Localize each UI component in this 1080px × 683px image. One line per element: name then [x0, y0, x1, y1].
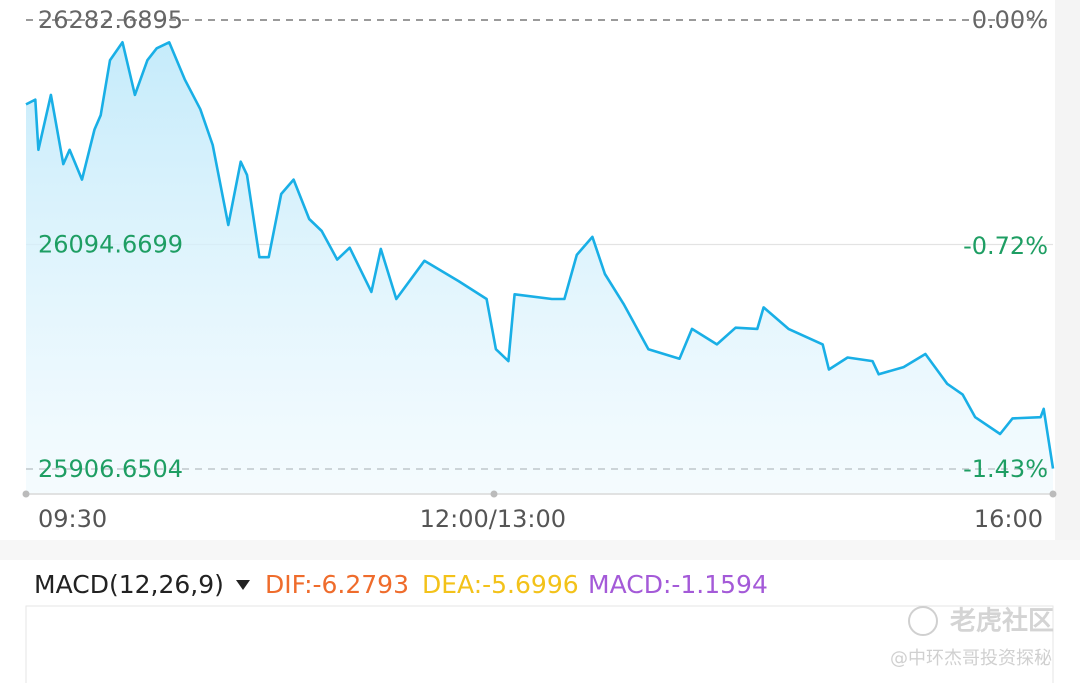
y-tick-label: 25906.6504 [38, 455, 183, 483]
watermark-brand: 老虎社区 [950, 606, 1054, 637]
x-tick-label: 09:30 [38, 505, 107, 533]
x-tick-label: 16:00 [974, 505, 1043, 533]
y2-tick-label: -0.72% [963, 232, 1048, 260]
x-tick-label: 12:00/13:00 [420, 505, 566, 533]
macd-title: MACD(12,26,9) [34, 570, 224, 599]
dif-label: DIF:-6.2793 [265, 570, 409, 599]
watermark-icon [908, 606, 938, 636]
panel-gap [0, 540, 1080, 560]
right-margin [1055, 0, 1080, 540]
y-tick-label: 26094.6699 [38, 231, 183, 259]
price-line [25, 41, 1055, 469]
dea-label: DEA:-5.6996 [422, 570, 579, 599]
price-plot [25, 19, 1055, 495]
watermark-author: @中环杰哥投资探秘 [890, 648, 1052, 669]
axis-dot [490, 490, 498, 498]
axis-dot [22, 490, 30, 498]
y2-tick-label: -1.43% [963, 455, 1048, 483]
macd-label: MACD:-1.1594 [588, 570, 768, 599]
macd-panel [25, 605, 1054, 683]
y-tick-label: 26282.6895 [38, 6, 183, 34]
y2-tick-label: 0.00% [972, 6, 1048, 34]
area-fill [26, 42, 1053, 495]
dropdown-arrow[interactable] [236, 580, 250, 590]
axis-dot [1049, 490, 1057, 498]
